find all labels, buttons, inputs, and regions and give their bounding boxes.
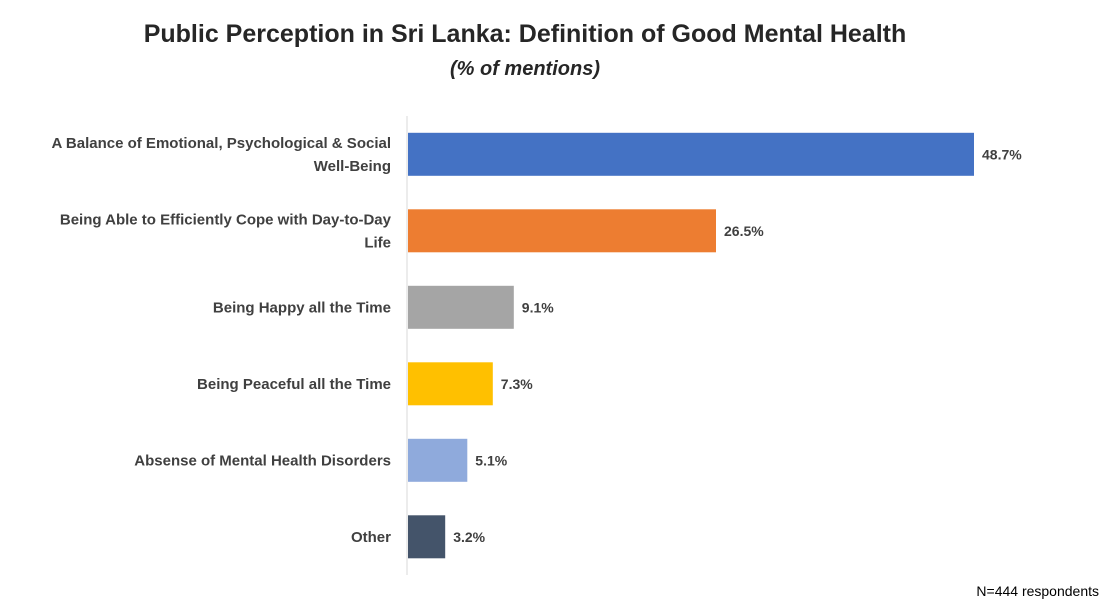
bar-2 bbox=[408, 285, 514, 329]
value-label-4: 5.1% bbox=[475, 452, 507, 468]
value-label-5: 3.2% bbox=[453, 529, 485, 545]
category-label-line: A Balance of Emotional, Psychological & … bbox=[51, 135, 391, 152]
chart-title: Public Perception in Sri Lanka: Definiti… bbox=[143, 20, 907, 48]
category-label-4: Absense of Mental Health Disorders bbox=[134, 452, 391, 469]
chart-subtitle: (% of mentions) bbox=[450, 58, 600, 80]
bar-0 bbox=[408, 132, 974, 176]
category-label-2: Being Happy all the Time bbox=[213, 299, 391, 316]
category-label-line: Absense of Mental Health Disorders bbox=[134, 452, 391, 469]
category-label-line: Well-Being bbox=[314, 158, 391, 175]
category-label-1: Being Able to Efficiently Cope with Day-… bbox=[60, 211, 392, 251]
sample-size-footnote: N=444 respondents bbox=[976, 583, 1099, 599]
value-label-2: 9.1% bbox=[522, 299, 554, 315]
category-label-3: Being Peaceful all the Time bbox=[197, 376, 391, 393]
category-label-line: Being Able to Efficiently Cope with Day-… bbox=[60, 211, 392, 228]
category-label-0: A Balance of Emotional, Psychological & … bbox=[51, 135, 391, 175]
category-label-line: Life bbox=[364, 234, 391, 251]
bar-1 bbox=[408, 209, 716, 253]
category-label-5: Other bbox=[351, 529, 391, 546]
bar-4 bbox=[408, 438, 468, 482]
bar-3 bbox=[408, 362, 493, 406]
category-label-line: Being Peaceful all the Time bbox=[197, 376, 391, 393]
category-label-line: Other bbox=[351, 529, 391, 546]
value-label-0: 48.7% bbox=[982, 146, 1022, 162]
value-label-3: 7.3% bbox=[501, 376, 533, 392]
bar-5 bbox=[408, 515, 446, 559]
category-label-line: Being Happy all the Time bbox=[213, 299, 391, 316]
value-label-1: 26.5% bbox=[724, 223, 764, 239]
